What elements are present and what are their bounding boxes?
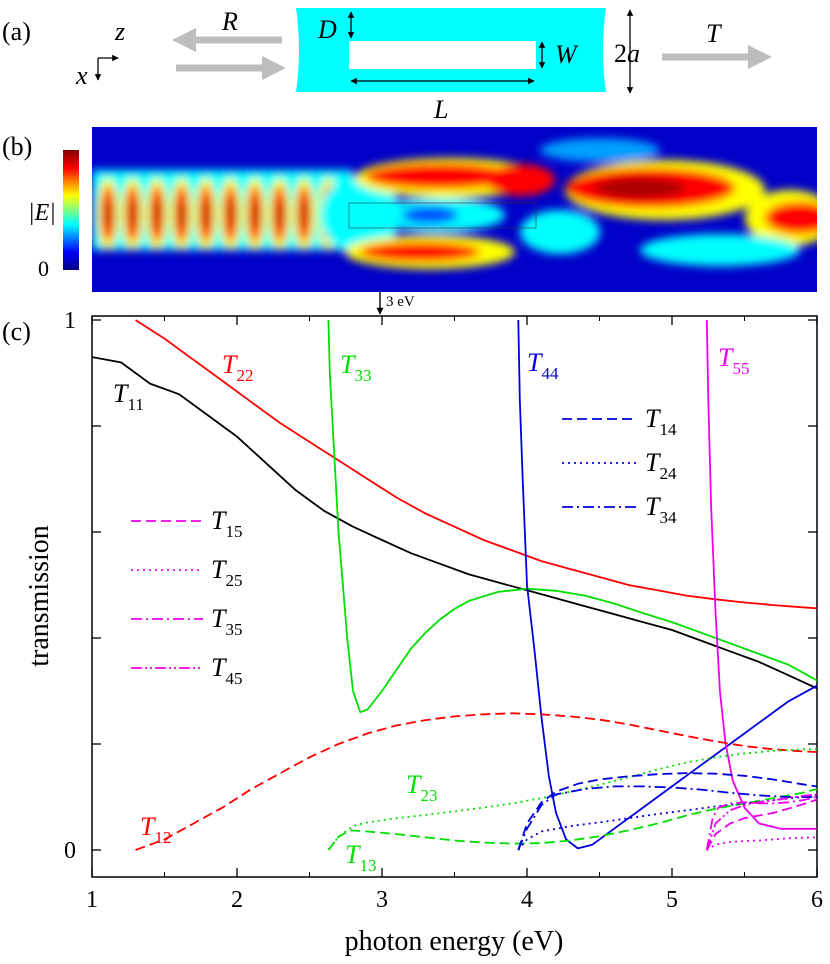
curve-t11 — [92, 356, 817, 690]
x-tick-label: 4 — [521, 887, 533, 913]
curve-t35 — [705, 796, 817, 851]
legend-label-t24: T24 — [645, 448, 677, 483]
curve-labels: T11 T22 T33 T44 T55 T12 T13 T23 — [113, 343, 749, 875]
x-tick-label: 1 — [86, 887, 98, 913]
curve-t22 — [135, 319, 817, 610]
legend-label-t25: T25 — [211, 555, 242, 590]
curve-t15 — [706, 798, 817, 851]
transmission-label: T — [706, 19, 722, 48]
curves — [92, 319, 817, 851]
reflection-arrows: R — [172, 7, 286, 80]
reflection-label: R — [221, 7, 238, 36]
panel-b-label: (b) — [2, 132, 32, 161]
label-t55: T55 — [718, 343, 749, 378]
curve-t25 — [706, 836, 817, 851]
x-tick-label: 6 — [811, 887, 823, 913]
label-t33: T33 — [340, 350, 371, 385]
y-tick-label: 0 — [64, 838, 76, 864]
curve-t45 — [705, 793, 817, 851]
x-ticks: 1 2 3 4 5 6 — [86, 316, 823, 913]
panel-b: (b) |E| 0 — [2, 127, 817, 315]
gap-label: D — [317, 15, 337, 44]
colorbar-label: |E| — [28, 200, 56, 226]
legend-label-t14: T14 — [645, 404, 677, 439]
curve-t55 — [705, 319, 817, 830]
length-label: L — [433, 95, 448, 124]
x-tick-label: 3 — [376, 887, 388, 913]
y-tick-label: 1 — [64, 308, 76, 334]
energy-marker-label: 3 eV — [386, 294, 415, 310]
waveguide: D W L — [296, 8, 606, 124]
x-axis-label: photon energy (eV) — [345, 926, 564, 957]
axis-x-label: x — [75, 61, 88, 90]
diameter-label: 2a — [614, 39, 640, 68]
label-t11: T11 — [113, 379, 144, 414]
label-t23: T23 — [406, 770, 437, 805]
colorbar — [63, 150, 79, 270]
field-lobes — [97, 178, 340, 250]
axis-z-label: z — [114, 17, 125, 46]
legend-label-t45: T45 — [211, 653, 242, 688]
label-t22: T22 — [222, 350, 253, 385]
curve-t44 — [517, 319, 817, 850]
legend-left: T15 T25 T35 T45 — [131, 506, 242, 688]
waveguide-hole — [349, 41, 536, 69]
panel-a-label: (a) — [2, 17, 31, 46]
curve-t13 — [327, 788, 817, 851]
coordinate-axes: z x — [75, 17, 125, 90]
field-map — [92, 127, 817, 292]
panel-a: (a) z x R D W L 2a — [2, 7, 772, 124]
curve-t34 — [517, 785, 817, 851]
colorbar-min: 0 — [38, 256, 49, 281]
hole-outline — [348, 202, 537, 229]
panel-c-label: (c) — [2, 317, 31, 346]
y-ticks: 01 — [64, 308, 817, 864]
hole-width-label: W — [555, 40, 579, 69]
label-t12: T12 — [140, 812, 171, 847]
label-t44: T44 — [527, 348, 559, 383]
x-tick-label: 2 — [231, 887, 243, 913]
y-axis-label: transmission — [24, 525, 55, 667]
legend-label-t15: T15 — [211, 506, 242, 541]
legend-right: T14 T24 T34 — [562, 404, 677, 527]
transmitted-arrow-head — [748, 45, 772, 69]
x-tick-label: 5 — [666, 887, 678, 913]
curve-t14 — [517, 772, 817, 851]
reflected-arrow-head — [172, 28, 196, 52]
legend-label-t35: T35 — [211, 604, 242, 639]
curve-t12 — [135, 712, 817, 851]
incident-arrow-head — [262, 56, 286, 80]
label-t13: T13 — [345, 840, 376, 875]
curve-t33 — [327, 319, 817, 714]
legend-label-t34: T34 — [645, 492, 677, 527]
